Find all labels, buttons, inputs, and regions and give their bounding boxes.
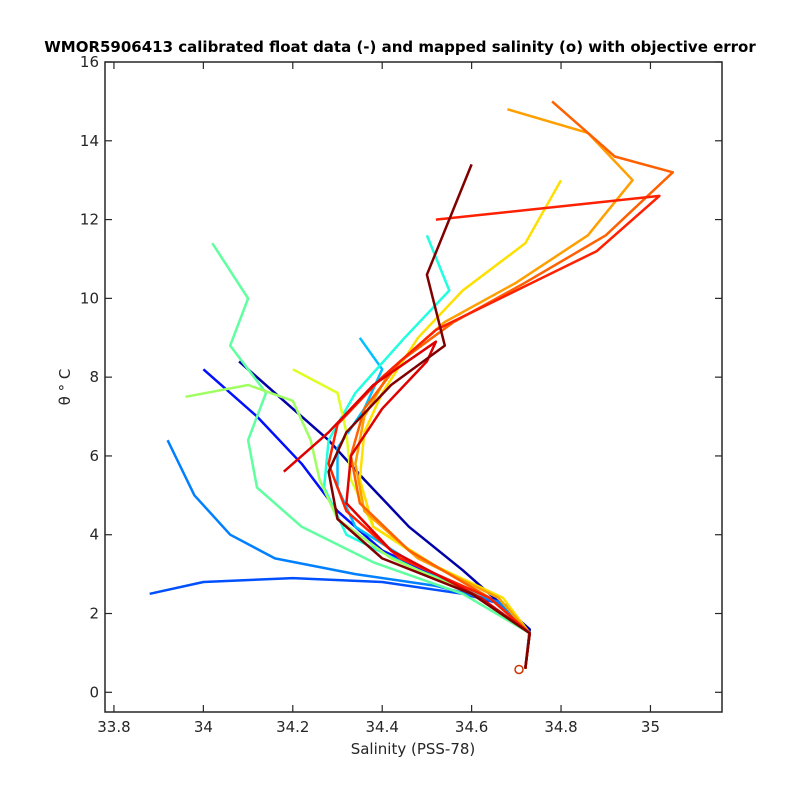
chart-title: WMOR5906413 calibrated float data (-) an… — [44, 38, 756, 56]
y-tick-label: 10 — [80, 289, 99, 307]
y-axis-label: θ ° C — [56, 369, 74, 406]
x-tick-label: 34.4 — [365, 718, 398, 736]
x-axis-label: Salinity (PSS-78) — [351, 740, 476, 758]
profile-line — [349, 100, 675, 669]
x-axis: 33.8 34 34.2 34.4 34.6 34.8 35 — [97, 62, 660, 736]
y-tick-label: 12 — [80, 211, 99, 229]
y-tick-label: 14 — [80, 132, 99, 150]
profile-line — [358, 179, 563, 669]
x-tick-label: 34.8 — [544, 718, 577, 736]
y-tick-label: 6 — [89, 447, 99, 465]
x-tick-label: 34.6 — [455, 718, 488, 736]
x-tick-label: 35 — [641, 718, 660, 736]
y-tick-label: 4 — [89, 526, 99, 544]
x-tick-label: 34 — [194, 718, 213, 736]
x-tick-label: 33.8 — [97, 718, 130, 736]
y-tick-label: 16 — [80, 53, 99, 71]
mapped-salinity-marker — [514, 664, 524, 675]
x-tick-label: 34.2 — [276, 718, 309, 736]
y-tick-label: 8 — [89, 368, 99, 386]
profile-line — [282, 340, 531, 669]
plot-frame — [104, 61, 723, 713]
profile-line — [211, 242, 531, 669]
plot-area — [149, 100, 675, 675]
profile-line — [292, 368, 531, 669]
profile-line — [327, 163, 531, 669]
y-axis: 0 2 4 6 8 10 12 14 16 — [80, 53, 722, 701]
y-tick-label: 0 — [89, 683, 99, 701]
y-tick-label: 2 — [89, 605, 99, 623]
